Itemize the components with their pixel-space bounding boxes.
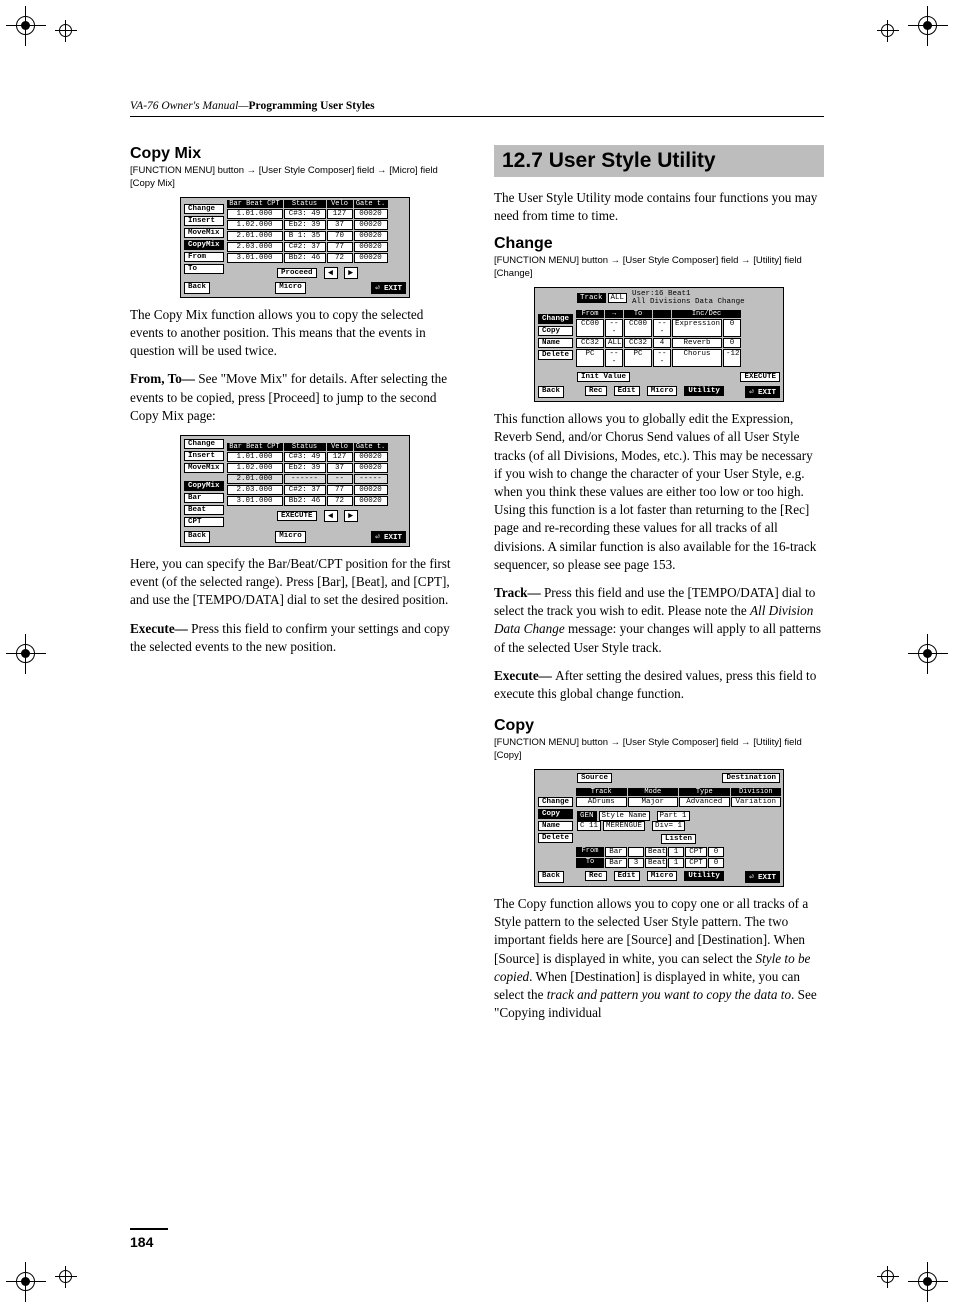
lcd-change: Change Copy Name Delete Track ALL User:1… [534,287,784,402]
running-head: VA-76 Owner's Manual—Programming User St… [130,100,824,112]
heading-section: 12.7 User Style Utility [494,145,824,177]
para: The Copy Mix function allows you to copy… [130,306,460,361]
lcd-copymix-2: Change Insert MoveMix CopyMix Bar Beat C… [180,435,410,547]
left-column: Copy Mix [FUNCTION MENU] button → [User … [130,145,460,1033]
runhead-right: Programming User Styles [249,100,375,112]
para: Track— Press this field and use the [TEM… [494,584,824,657]
crop-mark [6,6,46,46]
heading-copy: Copy [494,717,824,735]
right-column: 12.7 User Style Utility The User Style U… [494,145,824,1033]
reg-mark [877,20,899,42]
runhead-rule [130,116,824,117]
page: VA-76 Owner's Manual—Programming User St… [0,0,954,1308]
page-number-rule [130,1228,168,1230]
crop-mark [6,1262,46,1302]
page-number: 184 [130,1234,153,1250]
crop-mark [6,634,46,674]
crop-mark [908,1262,948,1302]
para: Here, you can specify the Bar/Beat/CPT p… [130,555,460,610]
para: The Copy function allows you to copy one… [494,895,824,1023]
para: Execute— After setting the desired value… [494,667,824,703]
breadcrumb: [FUNCTION MENU] button → [User Style Com… [494,737,824,763]
runhead-left: VA-76 Owner's Manual [130,100,238,112]
breadcrumb: [FUNCTION MENU] button → [User Style Com… [494,255,824,281]
para: The User Style Utility mode contains fou… [494,189,824,225]
crop-mark [908,6,948,46]
lcd-copy: Change Copy Name Delete Source Destinati… [534,769,784,887]
para: Execute— Press this field to confirm you… [130,620,460,656]
para: This function allows you to globally edi… [494,410,824,574]
crop-mark [908,634,948,674]
reg-mark [55,20,77,42]
lcd-copymix-1: Change Insert MoveMix CopyMix From To Ba… [180,197,410,298]
reg-mark [877,1266,899,1288]
breadcrumb: [FUNCTION MENU] button → [User Style Com… [130,165,460,191]
reg-mark [55,1266,77,1288]
heading-change: Change [494,235,824,253]
para: From, To— See "Move Mix" for details. Af… [130,370,460,425]
heading-copy-mix: Copy Mix [130,145,460,163]
